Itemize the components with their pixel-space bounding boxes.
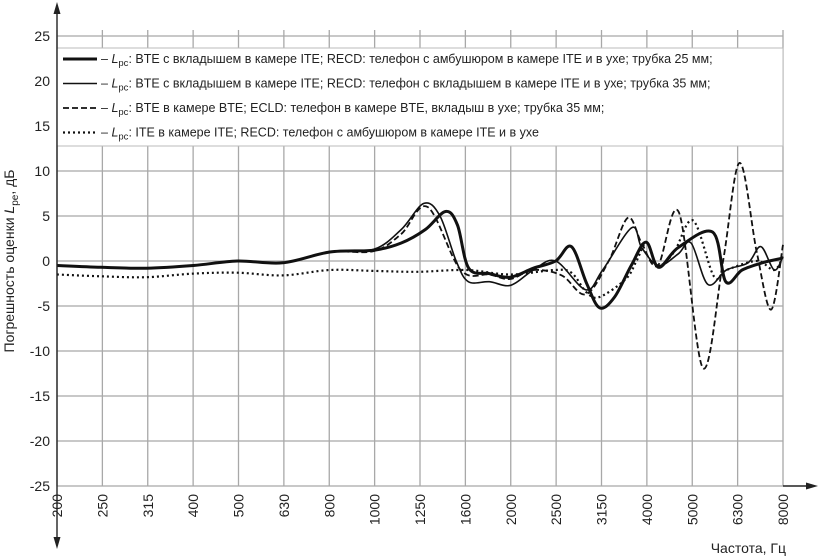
x-tick-label: 8000 xyxy=(775,494,791,525)
y-tick-label: -25 xyxy=(30,478,50,494)
legend-entry: – Lpc: BTE с вкладышем в камере ITE; REC… xyxy=(101,52,713,69)
x-tick-label: 1000 xyxy=(367,494,383,525)
legend: – Lpc: BTE с вкладышем в камере ITE; REC… xyxy=(56,47,784,147)
y-tick-label: 20 xyxy=(34,73,50,89)
x-tick-label: 1600 xyxy=(457,494,473,525)
y-axis-up-arrow-icon xyxy=(53,2,61,14)
x-tick-label: 2500 xyxy=(548,494,564,525)
series-lines xyxy=(56,161,784,370)
y-axis-label: Погрешность оценки Lpe, дБ xyxy=(1,170,21,353)
y-tick-label: 0 xyxy=(42,253,50,269)
x-axis-right-arrow-icon xyxy=(806,482,818,490)
x-tick-label: 500 xyxy=(231,494,247,518)
x-tick-label: 200 xyxy=(49,494,65,518)
x-tick-label: 315 xyxy=(140,494,156,518)
x-tick-label: 3150 xyxy=(594,494,610,525)
series-line-solid xyxy=(56,202,784,291)
y-tick-label: 15 xyxy=(34,118,50,134)
y-axis-down-arrow-icon xyxy=(53,537,61,549)
x-tick-label: 2000 xyxy=(503,494,519,525)
y-tick-label: 25 xyxy=(34,28,50,44)
legend-entry: – Lpc: ITE в камере ITE; RECD: телефон с… xyxy=(101,126,539,143)
x-axis-label: Частота, Гц xyxy=(711,540,786,556)
x-tick-label: 400 xyxy=(185,494,201,518)
y-tick-label: 10 xyxy=(34,163,50,179)
x-tick-label: 6300 xyxy=(730,494,746,525)
x-tick-label: 4000 xyxy=(639,494,655,525)
x-tick-label: 800 xyxy=(321,494,337,518)
y-tick-label: -5 xyxy=(38,298,51,314)
x-tick-labels: 200 250 315 400 500 630 800 1000 1250 1600 2000 250… xyxy=(49,494,791,525)
x-tick-label: 250 xyxy=(94,494,110,518)
x-tick-label: 1250 xyxy=(412,494,428,525)
y-tick-label: -20 xyxy=(30,433,50,449)
y-tick-label: -15 xyxy=(30,388,50,404)
x-tick-label: 630 xyxy=(276,494,292,518)
legend-box xyxy=(56,47,784,147)
y-tick-label: 5 xyxy=(42,208,50,224)
legend-entry: – Lpc: BTE в камере BTE; ECLD: телефон в… xyxy=(101,101,604,118)
y-tick-label: -10 xyxy=(30,343,50,359)
y-tick-labels: 25 20 15 10 5 0 -5 -10 -15 -20 -25 xyxy=(30,28,50,494)
series-line-dashed xyxy=(56,161,784,370)
axes xyxy=(53,2,818,549)
legend-entry: – Lpc: BTE с вкладышем в камере ITE; REC… xyxy=(101,77,711,94)
x-tick-label: 5000 xyxy=(684,494,700,525)
